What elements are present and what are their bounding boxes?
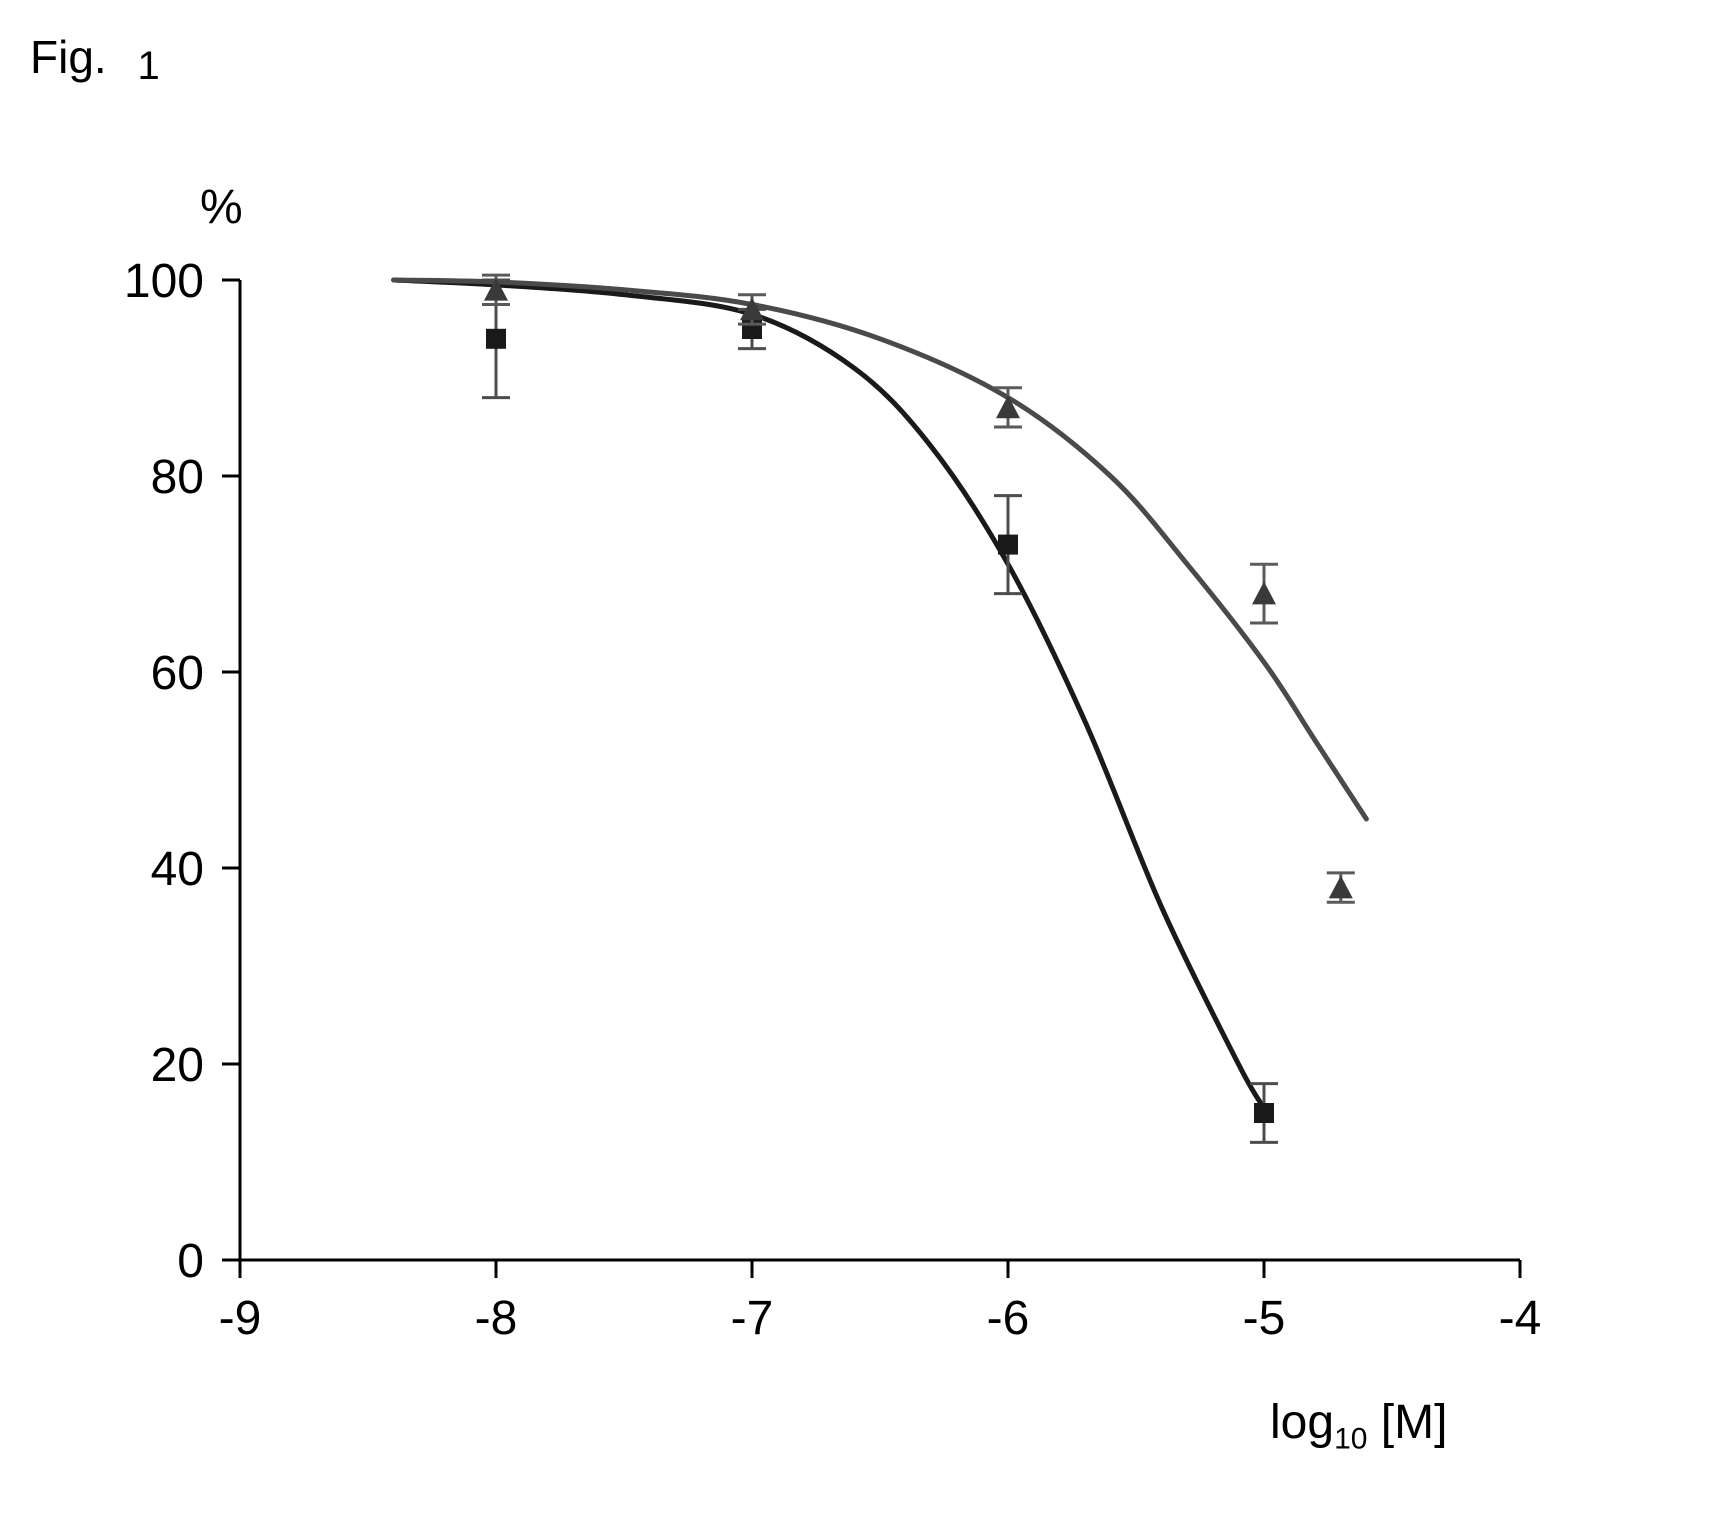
series-square-marker — [1254, 1103, 1274, 1123]
x-axis-title-sub: 10 — [1334, 1423, 1367, 1456]
y-tick-label: 40 — [151, 843, 204, 896]
x-tick-label: -5 — [1243, 1292, 1286, 1345]
series-triangle-marker — [1252, 582, 1276, 605]
x-axis-title-pre: log — [1270, 1396, 1334, 1449]
figure-label: Fig. 1 — [30, 30, 160, 89]
y-tick-label: 20 — [151, 1039, 204, 1092]
series-square-fit-curve — [394, 280, 1264, 1108]
x-tick-label: -4 — [1499, 1292, 1542, 1345]
series-triangle-marker — [1329, 876, 1353, 899]
series-triangle-marker — [996, 395, 1020, 418]
x-axis-title: log10 [M] — [1270, 1395, 1447, 1457]
series-square-marker — [998, 535, 1018, 555]
y-tick-label: 100 — [124, 255, 204, 308]
chart-svg: 0 20 40 60 80 100 -9 -8 -7 -6 -5 -4 — [60, 200, 1660, 1460]
x-tick-label: -7 — [731, 1292, 774, 1345]
dose-response-chart: 0 20 40 60 80 100 -9 -8 -7 -6 -5 -4 — [60, 200, 1660, 1465]
series-square-marker — [486, 329, 506, 349]
figure-label-prefix: Fig. — [30, 31, 107, 83]
series-triangle-fit-curve — [394, 280, 1367, 819]
y-tick-label: 60 — [151, 647, 204, 700]
x-tick-label: -9 — [219, 1292, 262, 1345]
figure-label-number: 1 — [137, 44, 159, 88]
y-tick-label: 0 — [177, 1235, 204, 1288]
y-tick-label: 80 — [151, 451, 204, 504]
x-tick-label: -8 — [475, 1292, 518, 1345]
x-axis-title-post: [M] — [1367, 1396, 1447, 1449]
x-tick-label: -6 — [987, 1292, 1030, 1345]
